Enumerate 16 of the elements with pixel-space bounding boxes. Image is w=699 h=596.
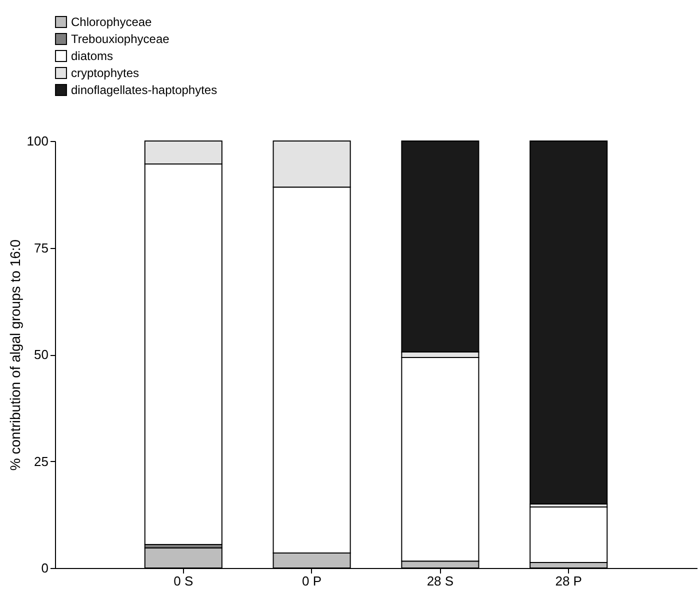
y-tick-label: 25 [34,454,48,469]
x-tick-label: 0 S [174,574,194,588]
y-tick-label: 100 [26,134,48,148]
x-tick-label: 0 P [302,574,322,588]
legend-label: dinoflagellates-haptophytes [71,83,218,97]
legend-label: diatoms [71,49,114,63]
legend-label: cryptophytes [71,66,140,80]
y-tick-label: 0 [41,560,48,576]
legend-label: Chlorophyceae [71,15,152,29]
bar [530,140,608,504]
y-tick-label: 50 [34,347,48,362]
y-axis-title: % contribution of algal groups to 16:0 [6,239,23,471]
x-tick-label: 28 P [555,574,582,588]
x-tick-label: 28 S [426,574,454,588]
y-tick-label: 75 [34,240,48,256]
legend-label: Trebouxiophyceae [71,32,170,46]
